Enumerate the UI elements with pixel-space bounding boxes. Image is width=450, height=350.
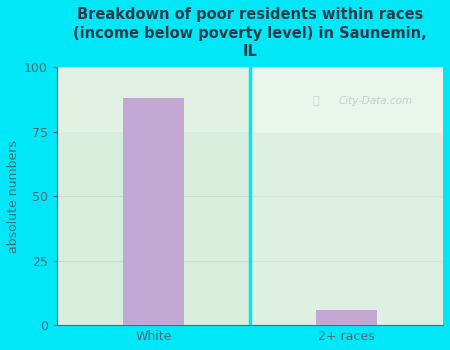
Bar xyxy=(315,310,378,325)
Title: Breakdown of poor residents within races
(income below poverty level) in Saunemi: Breakdown of poor residents within races… xyxy=(73,7,427,59)
Text: ⦿: ⦿ xyxy=(312,96,319,106)
Bar xyxy=(123,98,184,325)
Bar xyxy=(250,67,443,325)
Text: City-Data.com: City-Data.com xyxy=(339,96,413,106)
Bar xyxy=(57,67,250,132)
Bar xyxy=(250,67,443,132)
Y-axis label: absolute numbers: absolute numbers xyxy=(7,140,20,253)
